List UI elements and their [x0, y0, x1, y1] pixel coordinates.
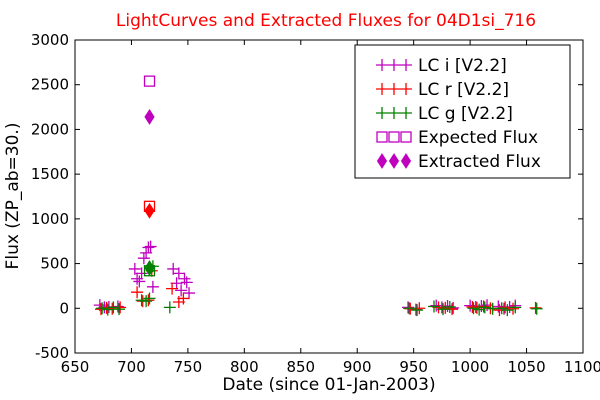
chart-title: LightCurves and Extracted Fluxes for 04D…	[116, 11, 536, 31]
legend-marker	[388, 153, 400, 169]
data-point	[133, 275, 146, 288]
data-point	[473, 303, 486, 316]
x-axis-label: Date (since 01-Jan-2003)	[222, 375, 435, 395]
data-point	[143, 292, 156, 305]
data-point	[183, 287, 196, 300]
data-point	[437, 303, 450, 316]
data-point	[166, 282, 179, 295]
data-point	[478, 301, 491, 314]
data-point	[443, 300, 456, 313]
y-axis-label: Flux (ZP_ab=30.)	[3, 123, 23, 270]
data-point	[413, 302, 426, 315]
data-point	[101, 303, 114, 316]
legend-marker	[388, 107, 400, 119]
legend-marker	[388, 59, 400, 71]
x-tick-label: 950	[399, 358, 428, 376]
x-tick-label: 700	[117, 358, 146, 376]
data-point	[113, 303, 126, 316]
data-point	[144, 108, 155, 125]
data-point	[509, 301, 522, 314]
y-tick-label: 0	[59, 299, 69, 317]
y-tick-label: 500	[40, 255, 69, 273]
data-point	[507, 302, 520, 315]
series-group	[144, 108, 155, 276]
data-point	[427, 300, 440, 313]
data-point	[140, 246, 153, 259]
data-point	[530, 302, 543, 315]
x-tick-label: 1100	[564, 358, 600, 376]
y-tick-label: -500	[35, 344, 69, 362]
legend-box	[354, 44, 571, 179]
data-marks	[93, 75, 543, 317]
data-point	[411, 304, 424, 317]
data-point	[107, 301, 120, 314]
data-point	[144, 202, 155, 219]
y-tick-label: 2000	[31, 120, 69, 138]
legend-label: LC i [V2.2]	[418, 56, 507, 76]
legend-marker	[376, 131, 388, 143]
y-tick-label: 1000	[31, 210, 69, 228]
x-tick-label: 800	[230, 358, 259, 376]
data-point	[96, 302, 109, 315]
x-tick-label: 750	[174, 358, 203, 376]
series-group	[96, 260, 543, 317]
data-point	[135, 267, 148, 280]
data-point	[177, 292, 190, 305]
data-point	[131, 286, 144, 299]
x-tick-label: 900	[343, 358, 372, 376]
legend-marker	[388, 83, 400, 95]
data-point	[430, 299, 443, 312]
legend-label: LC g [V2.2]	[418, 104, 513, 124]
data-point	[175, 284, 188, 297]
x-tick-label: 1000	[451, 358, 489, 376]
legend-marker	[376, 59, 388, 71]
legend-label: LC r [V2.2]	[418, 80, 509, 100]
data-point	[144, 260, 155, 276]
data-point	[137, 252, 150, 265]
data-point	[403, 302, 416, 315]
x-tick-label: 650	[61, 358, 90, 376]
data-point	[495, 302, 508, 315]
legend-marker	[400, 107, 412, 119]
y-tick-label: 3000	[31, 31, 69, 49]
legend-marker	[376, 153, 388, 169]
data-point	[529, 301, 542, 314]
legend-marker	[388, 131, 400, 143]
y-tick-label: 2500	[31, 76, 69, 94]
legend: LC i [V2.2] LC r [V2.2] LC g [V2.2] Expecte…	[354, 44, 571, 179]
legend-label: Expected Flux	[418, 128, 538, 148]
data-point	[180, 276, 193, 289]
data-point	[128, 262, 141, 275]
axis-ticks	[74, 39, 584, 354]
data-point	[146, 280, 159, 293]
legend-marker	[376, 83, 388, 95]
data-point	[501, 304, 514, 317]
data-point	[144, 240, 157, 253]
data-point	[467, 302, 480, 315]
x-tick-label: 1050	[507, 358, 545, 376]
data-point	[142, 241, 155, 254]
axis-tick-labels: 650 700 750 800 850 900 950 1000 1050 1100 -500 0 50…	[31, 31, 600, 376]
legend-marker	[400, 59, 412, 71]
data-point	[163, 301, 176, 314]
legend-marker	[400, 153, 412, 169]
legend-marker	[376, 107, 388, 119]
y-tick-label: 1500	[31, 165, 69, 183]
legend-label: Extracted Flux	[418, 152, 541, 172]
legend-marker	[400, 131, 412, 143]
data-point	[172, 267, 185, 280]
x-tick-label: 850	[286, 358, 315, 376]
legend-marker	[400, 83, 412, 95]
data-point	[143, 75, 156, 87]
data-point	[402, 301, 415, 314]
